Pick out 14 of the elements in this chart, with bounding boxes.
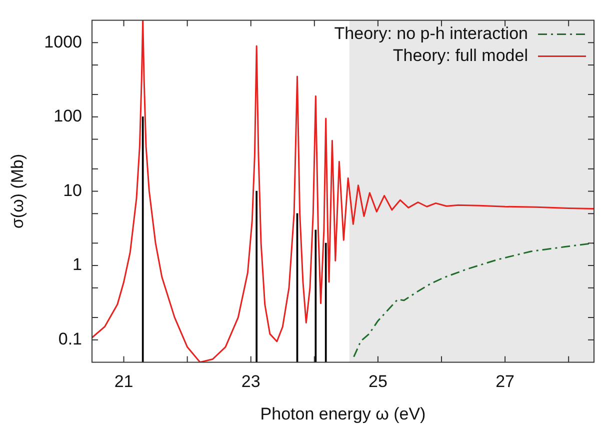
x-axis-title: Photon energy ω (eV) (260, 404, 426, 424)
y-tick-label: 1 (72, 255, 82, 274)
x-tick-label: 25 (368, 372, 388, 392)
legend-label: Theory: no p-h interaction (334, 24, 528, 43)
legend-label: Theory: full model (392, 46, 528, 65)
y-tick-label: 100 (54, 106, 82, 126)
x-tick-label: 21 (114, 372, 134, 392)
y-axis-title: σ(ω) (Mb) (8, 154, 27, 229)
y-tick-label: 0.1 (58, 330, 82, 349)
line-series (353, 242, 594, 358)
y-tick-label: 1000 (44, 32, 82, 52)
x-tick-label: 27 (496, 372, 514, 392)
y-tick-label: 10 (63, 180, 82, 200)
x-tick-label: 23 (241, 372, 260, 392)
